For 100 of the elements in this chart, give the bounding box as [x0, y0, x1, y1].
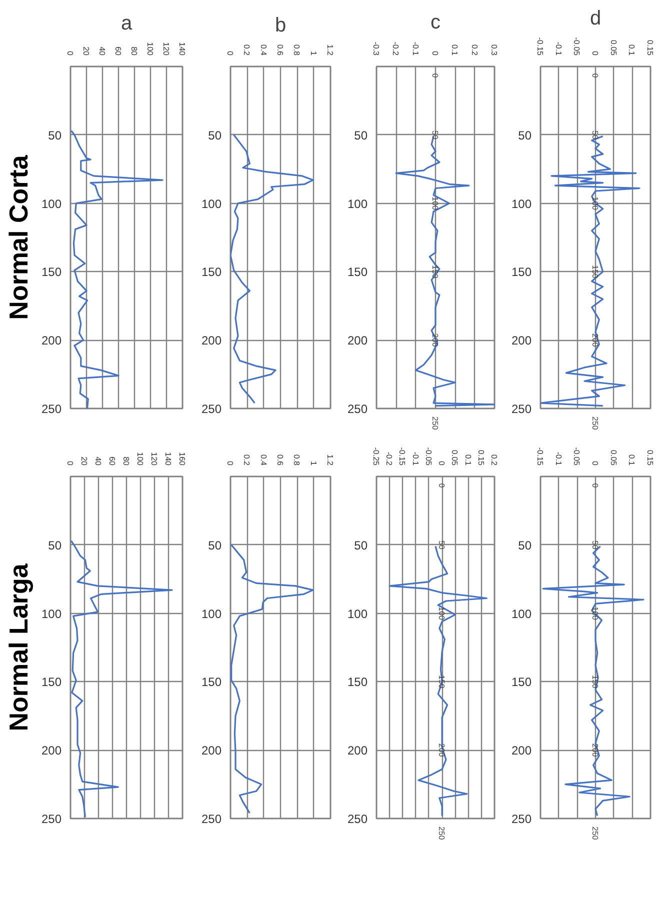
x-tick-label: -0.05: [424, 447, 433, 466]
x-tick-label: 80: [122, 456, 130, 466]
annotation: 0: [437, 483, 446, 488]
y-tick-label: 50: [208, 538, 222, 552]
y-tick-label: 150: [201, 675, 222, 690]
x-tick-label: 0.6: [276, 454, 284, 466]
y-tick-label: 250: [201, 402, 222, 416]
x-tick-label: 20: [82, 46, 90, 56]
annotation: 150: [590, 675, 600, 689]
x-tick-label: 0: [226, 461, 234, 466]
y-tick-label: 150: [201, 265, 222, 280]
annotation: 100: [430, 196, 440, 211]
chart-title: b: [274, 14, 286, 36]
x-tick-label: 100: [146, 42, 154, 56]
line-series: [70, 540, 173, 818]
y-tick-label: 200: [347, 744, 368, 758]
x-tick-label: -0.1: [554, 452, 563, 466]
x-tick-label: -0.2: [384, 452, 394, 466]
x-tick-label: 60: [114, 46, 122, 56]
text: 250: [590, 416, 600, 430]
x-tick-label: 120: [150, 452, 158, 466]
y-tick-label: 50: [354, 128, 368, 142]
y-tick-label: 100: [511, 606, 532, 621]
y-tick-label: 150: [41, 265, 62, 280]
x-tick-label: 140: [178, 42, 186, 56]
x-tick-label: 0.6: [276, 44, 284, 56]
x-tick-label: 0.05: [450, 450, 460, 466]
x-tick-label: 0.1: [627, 44, 636, 56]
x-tick-label: 0.15: [646, 40, 654, 56]
x-tick-label: 0.15: [476, 450, 486, 466]
y-tick-label: 200: [41, 334, 62, 348]
x-tick-label: 140: [164, 452, 172, 466]
y-tick-label: 50: [518, 538, 532, 552]
x-tick-label: 0: [66, 461, 74, 466]
x-tick-label: 0.1: [627, 454, 636, 466]
x-tick-label: 0.2: [490, 454, 498, 466]
x-tick-label: 0.8: [292, 454, 302, 466]
annotation: 150: [437, 675, 446, 689]
y-tick-label: 200: [511, 334, 532, 348]
y-tick-label: 250: [347, 812, 368, 826]
y-axis-title: Normal Corta: [3, 154, 34, 320]
x-tick-label: 40: [98, 46, 106, 56]
annotation: 200: [590, 743, 600, 758]
x-tick-label: 0.2: [242, 454, 252, 466]
annotation: 100: [590, 196, 600, 211]
y-tick-label: 200: [41, 744, 62, 758]
x-tick-label: -0.25: [372, 447, 380, 466]
y-tick-label: 250: [41, 402, 62, 416]
x-tick-label: -0.05: [572, 37, 582, 56]
x-tick-label: 0: [66, 51, 74, 56]
x-tick-label: 40: [94, 456, 102, 466]
x-tick-label: -0.3: [372, 42, 380, 56]
y-tick-label: 100: [41, 606, 62, 621]
y-tick-label: 250: [511, 402, 532, 416]
y-tick-label: 250: [511, 812, 532, 826]
x-tick-label: -0.1: [554, 42, 563, 56]
annotation: 200: [590, 333, 600, 348]
x-tick-label: 0.2: [470, 44, 479, 56]
annotation: 100: [437, 606, 446, 621]
x-tick-label: 0.4: [258, 44, 268, 56]
annotation: 150: [430, 265, 440, 279]
x-tick-label: 1: [308, 51, 318, 56]
chart-title: c: [430, 12, 440, 34]
y-tick-label: 100: [347, 196, 368, 211]
x-tick-label: 1.2: [326, 454, 334, 466]
x-tick-label: 0: [590, 51, 600, 56]
x-tick-label: -0.05: [572, 447, 582, 466]
x-tick-label: 0.4: [258, 454, 268, 466]
y-tick-label: 200: [511, 744, 532, 758]
text: 250: [590, 826, 600, 840]
text: 250: [430, 416, 440, 430]
y-tick-label: 50: [354, 538, 368, 552]
x-tick-label: 0.2: [242, 44, 252, 56]
y-tick-label: 150: [347, 675, 368, 690]
y-tick-label: 50: [208, 128, 222, 142]
y-tick-label: 200: [201, 744, 222, 758]
y-tick-label: 200: [201, 334, 222, 348]
x-tick-label: 0: [590, 461, 600, 466]
annotation: 50: [590, 130, 600, 140]
y-tick-label: 100: [347, 606, 368, 621]
x-tick-label: 20: [80, 456, 88, 466]
annotation: 50: [590, 540, 600, 550]
y-tick-label: 150: [511, 675, 532, 690]
y-tick-label: 150: [347, 265, 368, 280]
x-tick-label: -0.15: [398, 447, 407, 466]
y-tick-label: 150: [511, 265, 532, 280]
x-tick-label: -0.15: [536, 447, 544, 466]
x-tick-label: 0.05: [608, 450, 618, 466]
x-tick-label: 0.1: [463, 454, 472, 466]
annotation: 0: [590, 73, 600, 78]
x-tick-label: 160: [178, 452, 186, 466]
annotation: 0: [590, 483, 600, 488]
text: 250: [437, 826, 446, 840]
chart-title: d: [590, 8, 602, 30]
y-axis-title: Normal Larga: [3, 563, 34, 732]
x-tick-label: 0.1: [450, 44, 460, 56]
annotation: 200: [430, 333, 440, 348]
line-series: [230, 544, 314, 814]
line-series: [70, 130, 164, 408]
x-tick-label: 0: [226, 51, 234, 56]
